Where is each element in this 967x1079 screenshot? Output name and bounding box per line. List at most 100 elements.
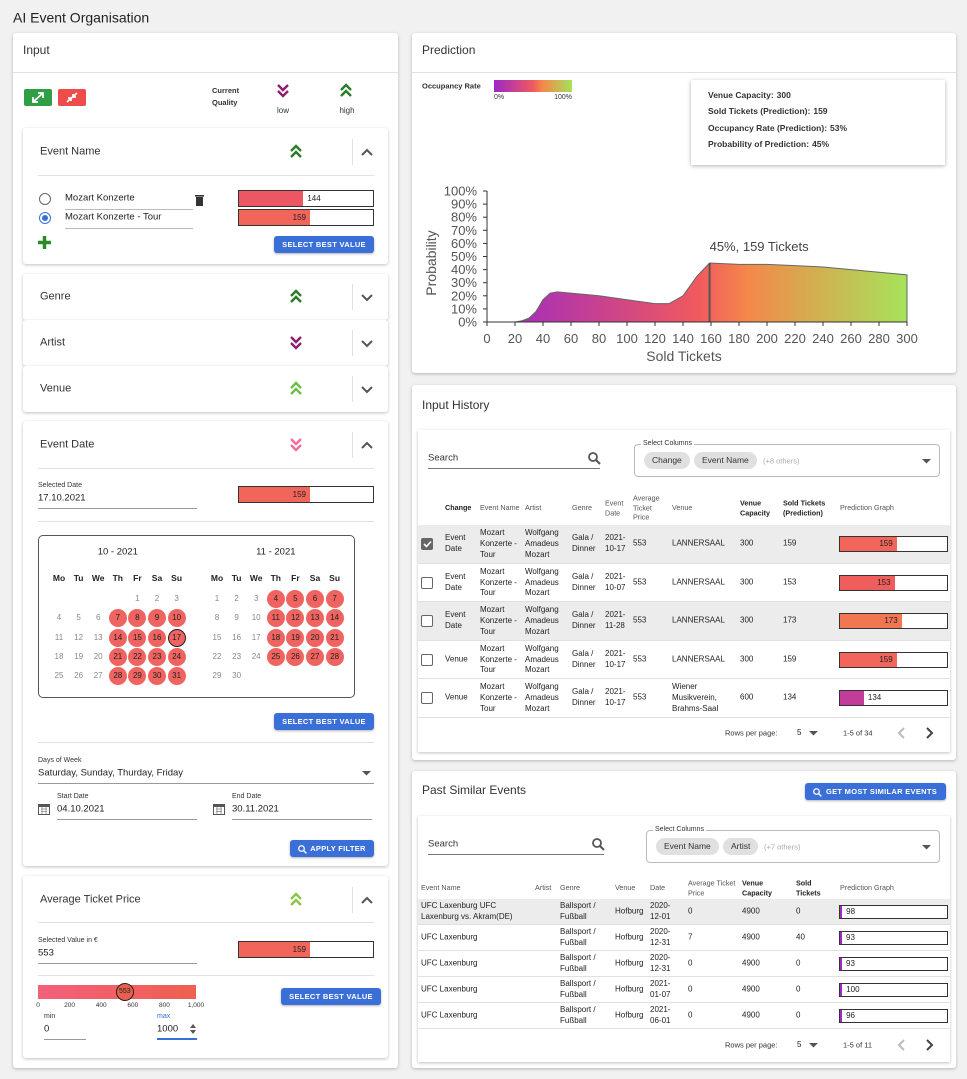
previous-page[interactable]: [897, 1039, 905, 1051]
calendar-day[interactable]: 25: [54, 671, 64, 681]
calendar-day[interactable]: 15: [132, 632, 142, 642]
calendar-day[interactable]: 15: [212, 632, 222, 642]
calendar-day[interactable]: 30: [152, 671, 162, 681]
calendar-day[interactable]: 29: [132, 671, 142, 681]
calendar-day[interactable]: 17: [251, 632, 261, 642]
expand-button[interactable]: [361, 339, 373, 348]
calendar-day[interactable]: 29: [212, 671, 222, 681]
calendar-day[interactable]: 30: [232, 671, 242, 681]
calendar-day[interactable]: 27: [93, 671, 103, 681]
calendar-day[interactable]: 16: [152, 632, 162, 642]
dropdown-arrow[interactable]: [809, 1043, 818, 1048]
calendar-day[interactable]: 18: [54, 652, 64, 662]
calendar-day[interactable]: 8: [135, 613, 140, 623]
calendar-day[interactable]: 31: [172, 671, 182, 681]
calendar-day[interactable]: 16: [232, 632, 242, 642]
next-page[interactable]: [926, 1039, 934, 1051]
calendar-day[interactable]: 13: [93, 632, 103, 642]
rows-per-page[interactable]: 5: [797, 728, 802, 738]
calendar-day[interactable]: 19: [290, 632, 300, 642]
collapse-button[interactable]: [361, 441, 373, 449]
calendar-day[interactable]: 9: [154, 613, 160, 623]
calendar-day[interactable]: 11: [54, 632, 64, 642]
calendar-day[interactable]: 1: [135, 594, 140, 604]
calendar-day[interactable]: 8: [214, 613, 220, 623]
expand-button[interactable]: [361, 293, 373, 302]
calendar-day[interactable]: 5: [293, 594, 298, 604]
calendar-day[interactable]: 4: [56, 613, 62, 623]
dropdown-arrow[interactable]: [922, 845, 931, 850]
calendar-day[interactable]: 5: [76, 613, 81, 623]
number-spinner[interactable]: [190, 1024, 196, 1034]
search-icon[interactable]: [592, 838, 605, 851]
calendar-day[interactable]: 10: [251, 613, 261, 623]
button[interactable]: SELECT BEST VALUE: [274, 713, 374, 730]
calendar-day[interactable]: 26: [74, 671, 84, 681]
collapse-button[interactable]: [361, 148, 373, 156]
calendar-day[interactable]: 28: [330, 652, 340, 662]
row-checkbox[interactable]: [421, 576, 433, 589]
calendar-day[interactable]: 21: [330, 632, 340, 642]
calendar-day[interactable]: 17: [172, 632, 182, 642]
calendar-day[interactable]: 22: [212, 652, 222, 662]
calendar-day[interactable]: 20: [310, 632, 320, 642]
calendar-day[interactable]: 4: [273, 594, 279, 604]
dropdown-arrow[interactable]: [922, 459, 931, 464]
delete-icon[interactable]: [195, 195, 204, 206]
calendar-day[interactable]: 28: [113, 671, 123, 681]
calendar-day[interactable]: 14: [330, 613, 340, 623]
row-checkbox[interactable]: [421, 538, 433, 551]
calendar-day[interactable]: 7: [332, 594, 337, 604]
column-chip[interactable]: Artist: [723, 838, 759, 855]
button[interactable]: SELECT BEST VALUE: [274, 236, 374, 253]
row-checkbox[interactable]: [421, 653, 433, 666]
calendar-day[interactable]: 1: [214, 594, 220, 604]
calendar-day[interactable]: 20: [93, 652, 103, 662]
slider-thumb[interactable]: 553: [116, 983, 135, 1001]
calendar-day[interactable]: 3: [174, 594, 179, 604]
row-checkbox[interactable]: [421, 615, 433, 628]
calendar-icon[interactable]: [38, 803, 50, 815]
calendar-day[interactable]: 19: [74, 652, 84, 662]
search-input[interactable]: Search: [428, 838, 459, 850]
row-checkbox[interactable]: [421, 692, 433, 705]
column-chip[interactable]: Event Name: [656, 838, 719, 855]
search-icon[interactable]: [588, 452, 601, 465]
calendar-day[interactable]: 23: [152, 652, 162, 662]
button[interactable]: GET MOST SIMILAR EVENTS: [805, 783, 946, 800]
calendar-day[interactable]: 21: [113, 652, 123, 662]
expand-all-button[interactable]: [24, 89, 52, 106]
dropdown-arrow[interactable]: [362, 771, 371, 776]
calendar-day[interactable]: 25: [271, 652, 281, 662]
collapse-all-button[interactable]: [58, 89, 86, 106]
calendar-day[interactable]: 12: [74, 632, 84, 642]
rows-per-page[interactable]: 5: [797, 1040, 802, 1050]
field-value[interactable]: Saturday, Sunday, Thurday, Friday: [38, 767, 184, 779]
calendar-day[interactable]: 7: [115, 613, 121, 623]
column-select[interactable]: [646, 830, 940, 863]
calendar-day[interactable]: 22: [132, 652, 142, 662]
dropdown-arrow[interactable]: [809, 731, 818, 736]
calendar-day[interactable]: 24: [251, 652, 261, 662]
field-value[interactable]: 0: [44, 1023, 50, 1035]
calendar-day[interactable]: 10: [172, 613, 182, 623]
calendar-day[interactable]: 2: [234, 594, 239, 604]
calendar-day[interactable]: 3: [253, 594, 259, 604]
calendar-day[interactable]: 11: [271, 613, 280, 623]
add-option[interactable]: [38, 236, 51, 249]
calendar-day[interactable]: 6: [312, 594, 318, 604]
next-page[interactable]: [926, 727, 934, 739]
calendar-day[interactable]: 26: [290, 652, 300, 662]
column-select[interactable]: [634, 444, 940, 477]
field-value[interactable]: 04.10.2021: [57, 803, 105, 815]
calendar-day[interactable]: 9: [234, 613, 239, 623]
calendar-day[interactable]: 23: [232, 652, 242, 662]
field-value[interactable]: 1000: [157, 1023, 179, 1035]
calendar-day[interactable]: 6: [95, 613, 101, 623]
button[interactable]: APPLY FILTER: [290, 840, 374, 857]
collapse-button[interactable]: [361, 896, 373, 904]
calendar-day[interactable]: 13: [310, 613, 320, 623]
radio-button[interactable]: [39, 193, 51, 205]
calendar-day[interactable]: 12: [290, 613, 300, 623]
field-value[interactable]: 30.11.2021: [232, 803, 279, 815]
